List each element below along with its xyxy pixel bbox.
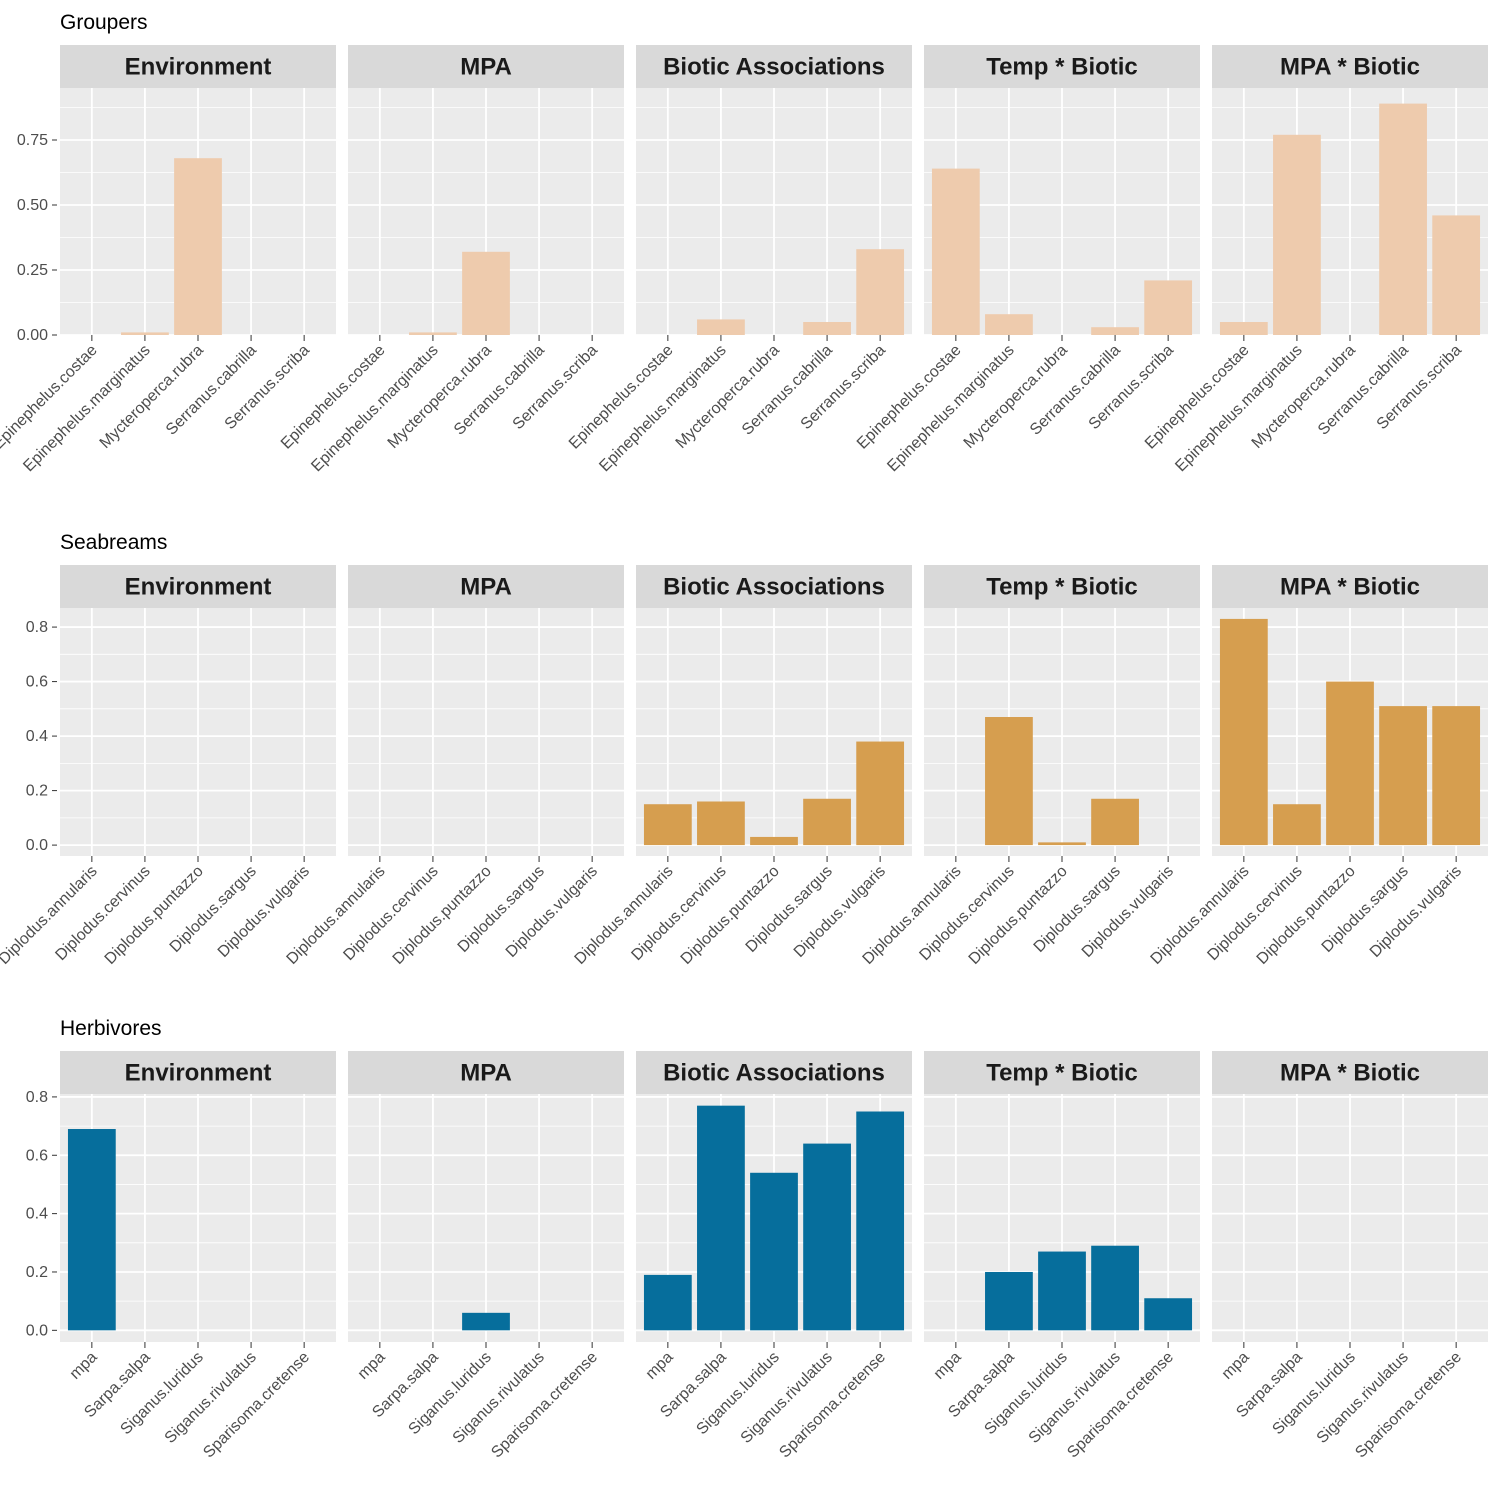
- facet-strip: [60, 45, 336, 88]
- facet-strip-label: Temp * Biotic: [986, 1060, 1138, 1087]
- bar: [1379, 706, 1427, 846]
- facet-strip: [924, 45, 1200, 88]
- y-tick-label: 0.6: [26, 1147, 48, 1164]
- facet-panel: MPAEpinephelus.costaeEpinephelus.margina…: [278, 45, 624, 475]
- facet-strip-label: MPA * Biotic: [1280, 574, 1420, 601]
- facet-strip-label: MPA * Biotic: [1280, 1060, 1420, 1087]
- bar: [1379, 103, 1427, 335]
- y-tick-label: 0.2: [26, 783, 48, 800]
- bar: [1273, 134, 1321, 335]
- bar: [1219, 322, 1268, 335]
- bar: [856, 741, 905, 846]
- bar: [697, 319, 745, 335]
- facet-strip-label: Biotic Associations: [663, 1060, 885, 1087]
- facet-strip-label: Biotic Associations: [663, 574, 885, 601]
- bar: [750, 1172, 798, 1331]
- bar: [174, 158, 222, 335]
- row-title-herbivores: Herbivores: [60, 1017, 162, 1040]
- facet-strip: [924, 565, 1200, 608]
- bar: [931, 168, 980, 335]
- bar: [1091, 327, 1139, 335]
- bar: [643, 804, 692, 846]
- row-title-groupers: Groupers: [60, 11, 148, 34]
- bar: [856, 1111, 905, 1331]
- bar: [462, 1312, 510, 1331]
- bar: [1326, 681, 1374, 846]
- facet-strip-label: Biotic Associations: [663, 54, 885, 81]
- y-tick-label: 0.25: [17, 262, 48, 279]
- facet-strip: [348, 565, 624, 608]
- bar: [985, 717, 1033, 846]
- bar: [697, 1105, 745, 1331]
- bar: [462, 251, 510, 335]
- bar: [1091, 1245, 1139, 1331]
- y-tick-label: 0.6: [26, 674, 48, 691]
- facet-strip: [348, 1051, 624, 1094]
- y-tick-label: 0.8: [26, 1089, 48, 1106]
- bar: [1144, 280, 1193, 335]
- y-tick-label: 0.00: [17, 327, 48, 344]
- bar: [121, 332, 169, 335]
- facet-panel: MPA * BioticEpinephelus.costaeEpinephelu…: [1142, 45, 1488, 475]
- bar: [856, 249, 905, 335]
- bar: [67, 1129, 116, 1331]
- bar: [409, 332, 457, 335]
- bar: [1038, 1251, 1086, 1331]
- y-tick-label: 0.75: [17, 132, 48, 149]
- facet-strip: [636, 565, 912, 608]
- row-title-seabreams: Seabreams: [60, 531, 167, 554]
- bar: [803, 322, 851, 335]
- y-tick-label: 0.8: [26, 619, 48, 636]
- facet-strip-label: MPA: [460, 574, 512, 601]
- facet-strip: [636, 1051, 912, 1094]
- y-tick-label: 0.0: [26, 837, 48, 854]
- bar: [697, 801, 745, 846]
- facet-strip: [348, 45, 624, 88]
- facet-strip: [636, 45, 912, 88]
- y-tick-label: 0.4: [26, 1206, 48, 1223]
- y-tick-label: 0.4: [26, 728, 48, 745]
- facet-strip-label: Environment: [125, 574, 272, 601]
- facet-strip: [1212, 45, 1488, 88]
- facet-strip-label: Environment: [125, 54, 272, 81]
- bar: [803, 798, 851, 846]
- bar: [1091, 798, 1139, 846]
- bar: [750, 836, 798, 846]
- facet-strip: [1212, 1051, 1488, 1094]
- facet-strip-label: Temp * Biotic: [986, 574, 1138, 601]
- facet-strip-label: MPA * Biotic: [1280, 54, 1420, 81]
- facet-strip-label: Temp * Biotic: [986, 54, 1138, 81]
- facet-strip: [60, 1051, 336, 1094]
- bar: [985, 1271, 1033, 1331]
- y-tick-label: 0.50: [17, 197, 48, 214]
- bar: [985, 314, 1033, 335]
- bar: [1273, 804, 1321, 846]
- facet-strip: [1212, 565, 1488, 608]
- bar: [1038, 842, 1086, 846]
- bar: [643, 1274, 692, 1331]
- facet-strip: [924, 1051, 1200, 1094]
- y-tick-label: 0.2: [26, 1264, 48, 1281]
- bar: [1144, 1298, 1193, 1331]
- y-tick-label: 0.0: [26, 1322, 48, 1339]
- bar: [1432, 706, 1481, 846]
- bar: [1432, 215, 1481, 335]
- bar: [1219, 618, 1268, 846]
- facet-strip-label: MPA: [460, 54, 512, 81]
- facet-strip-label: Environment: [125, 1060, 272, 1087]
- facet-strip-label: MPA: [460, 1060, 512, 1087]
- bar: [803, 1143, 851, 1331]
- facet-strip: [60, 565, 336, 608]
